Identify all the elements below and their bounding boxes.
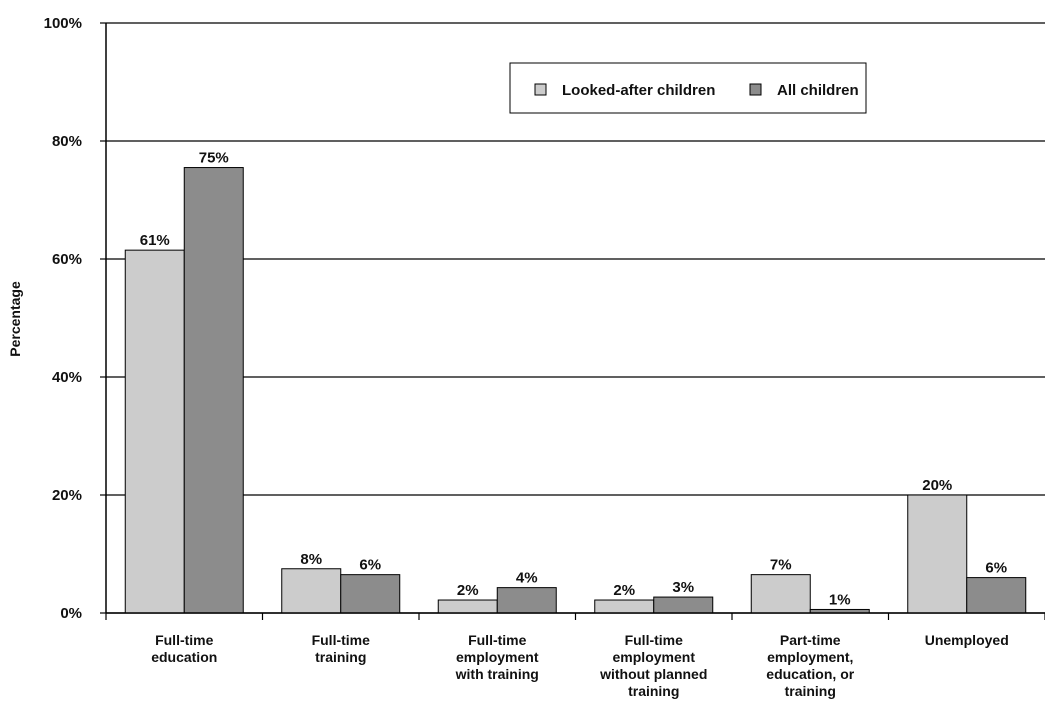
bar-all-children [340, 574, 401, 614]
data-labels: 61% 75% 8% 6% 2% 4% 2% 3% 7% 1% 20% 6% [140, 150, 1007, 609]
x-category-label: Full-time training [312, 632, 371, 665]
legend: Looked-after children All children [509, 62, 867, 114]
data-label: 6% [985, 560, 1007, 577]
bar-all-children [496, 587, 557, 614]
bar-all-children [966, 577, 1027, 614]
y-axis-ticks: 0% 20% 40% 60% 80% 100% [44, 15, 106, 622]
data-label: 2% [613, 582, 635, 599]
bar-looked-after [124, 249, 185, 614]
axes [105, 23, 1045, 614]
bar-looked-after [594, 599, 655, 614]
bar-all-children [653, 596, 714, 614]
legend-swatch-looked-after [534, 83, 547, 96]
x-category-label: Unemployed [925, 632, 1009, 648]
y-tick-label: 60% [52, 251, 82, 268]
data-label: 2% [457, 582, 479, 599]
legend-frame [509, 62, 867, 114]
x-axis-categories: Full-time education Full-time training Full-… [105, 613, 1045, 699]
bar-looked-after [281, 568, 342, 614]
y-axis-title: Percentage [7, 281, 23, 357]
data-label: 1% [829, 591, 851, 608]
data-label: 3% [672, 579, 694, 596]
data-label: 7% [770, 557, 792, 574]
y-tick-label: 100% [44, 15, 82, 32]
data-label: 6% [359, 557, 381, 574]
y-tick-label: 40% [52, 369, 82, 386]
data-label: 61% [140, 232, 170, 249]
data-label: 4% [516, 570, 538, 587]
x-category-label: Full-time employment with training [455, 632, 539, 682]
y-tick-label: 20% [52, 487, 82, 504]
legend-label-looked-after: Looked-after children [562, 82, 715, 99]
bar-looked-after [437, 599, 498, 614]
x-category-label: Full-time education [151, 632, 217, 665]
bars [124, 167, 1027, 614]
x-category-label: Part-time employment, education, or trainin… [766, 632, 854, 699]
legend-swatch-all-children [749, 83, 762, 96]
bar-looked-after [907, 494, 968, 614]
x-category-label: Full-time employment without planned traini… [599, 632, 707, 699]
data-label: 20% [922, 477, 952, 494]
bar-looked-after [750, 574, 811, 614]
bar-all-children [183, 167, 244, 614]
data-label: 8% [300, 551, 322, 568]
data-label: 75% [199, 150, 229, 167]
y-tick-label: 80% [52, 133, 82, 150]
y-tick-label: 0% [60, 605, 82, 622]
legend-label-all-children: All children [777, 82, 859, 99]
